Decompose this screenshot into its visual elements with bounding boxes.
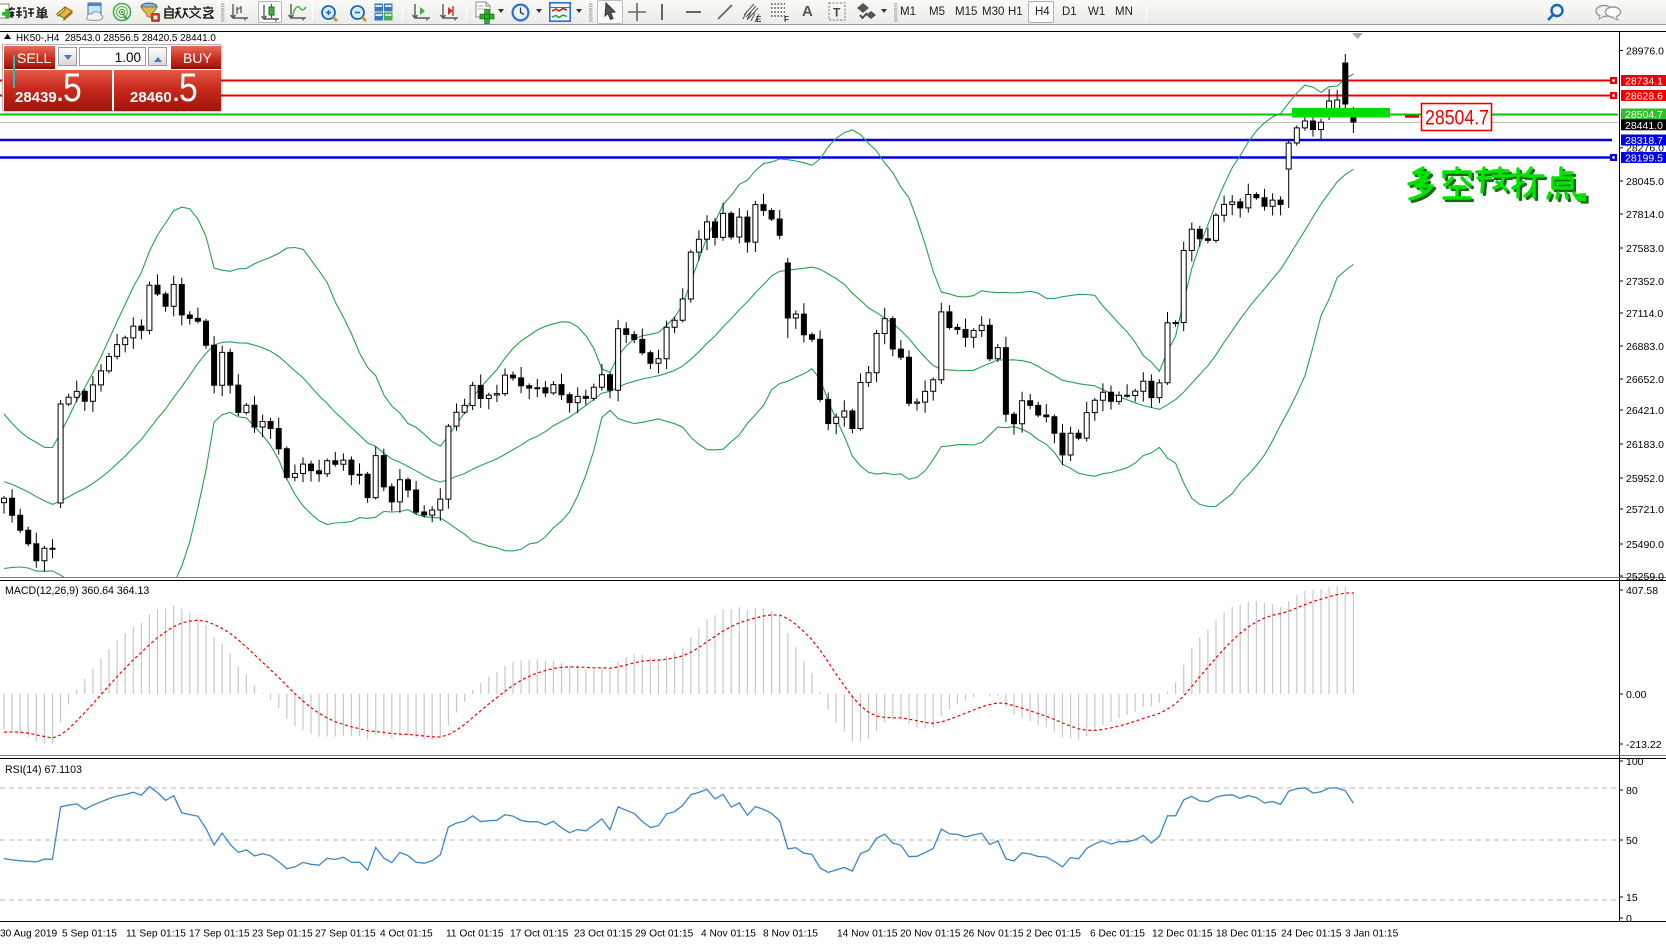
svg-text:28276.0: 28276.0 xyxy=(1626,143,1664,155)
svg-text:-213.22: -213.22 xyxy=(1626,739,1662,751)
svg-text:28441.0: 28441.0 xyxy=(1625,120,1663,132)
svg-text:407.58: 407.58 xyxy=(1626,585,1658,597)
svg-text:28504.7: 28504.7 xyxy=(1425,107,1489,130)
svg-text:24 Dec 01:15: 24 Dec 01:15 xyxy=(1281,929,1342,940)
svg-text:0: 0 xyxy=(1626,913,1632,925)
svg-text:30 Aug 2019: 30 Aug 2019 xyxy=(0,929,58,940)
svg-text:28318.7: 28318.7 xyxy=(1625,135,1663,147)
svg-text:11 Oct 01:15: 11 Oct 01:15 xyxy=(446,929,504,940)
svg-text:26183.0: 26183.0 xyxy=(1626,439,1664,451)
svg-text:27583.0: 27583.0 xyxy=(1626,243,1664,255)
svg-text:5 Sep 01:15: 5 Sep 01:15 xyxy=(62,929,117,940)
svg-text:12 Dec 01:15: 12 Dec 01:15 xyxy=(1152,929,1213,940)
svg-text:4 Nov 01:15: 4 Nov 01:15 xyxy=(701,929,756,940)
svg-text:29 Oct 01:15: 29 Oct 01:15 xyxy=(635,929,694,940)
svg-text:18 Dec 01:15: 18 Dec 01:15 xyxy=(1216,929,1277,940)
svg-text:3 Jan 01:15: 3 Jan 01:15 xyxy=(1345,929,1399,940)
svg-text:0.00: 0.00 xyxy=(1626,689,1647,701)
svg-text:28976.0: 28976.0 xyxy=(1626,45,1664,57)
svg-text:2 Dec 01:15: 2 Dec 01:15 xyxy=(1026,929,1081,940)
svg-text:17 Sep 01:15: 17 Sep 01:15 xyxy=(189,929,250,940)
svg-text:23 Oct 01:15: 23 Oct 01:15 xyxy=(574,929,633,940)
svg-text:8 Nov 01:15: 8 Nov 01:15 xyxy=(763,929,818,940)
svg-text:27814.0: 27814.0 xyxy=(1626,209,1664,221)
svg-text:25952.0: 25952.0 xyxy=(1626,473,1664,485)
svg-text:HK50-,H4 28543.0 28556.5 2842: HK50-,H4 28543.0 28556.5 28420.5 28441.0 xyxy=(16,33,216,44)
svg-text:50: 50 xyxy=(1626,835,1638,847)
svg-text:MACD(12,26,9) 360.64 364.13: MACD(12,26,9) 360.64 364.13 xyxy=(5,585,149,597)
svg-text:28734.1: 28734.1 xyxy=(1625,76,1663,88)
svg-text:26652.0: 26652.0 xyxy=(1626,374,1664,386)
svg-text:26 Nov 01:15: 26 Nov 01:15 xyxy=(963,929,1024,940)
svg-text:28045.0: 28045.0 xyxy=(1626,176,1664,188)
svg-text:11 Sep 01:15: 11 Sep 01:15 xyxy=(126,929,186,940)
svg-text:28504.7: 28504.7 xyxy=(1625,109,1663,121)
svg-text:20 Nov 01:15: 20 Nov 01:15 xyxy=(900,929,961,940)
svg-text:28628.6: 28628.6 xyxy=(1625,91,1663,103)
svg-text:T: T xyxy=(833,6,841,20)
svg-text:F: F xyxy=(784,15,789,23)
svg-text:E: E xyxy=(756,15,762,23)
svg-text:14 Nov 01:15: 14 Nov 01:15 xyxy=(837,929,898,940)
svg-text:25259.0: 25259.0 xyxy=(1626,571,1664,583)
svg-text:25490.0: 25490.0 xyxy=(1626,539,1664,551)
svg-text:80: 80 xyxy=(1626,785,1638,797)
svg-text:RSI(14) 67.1103: RSI(14) 67.1103 xyxy=(5,764,82,776)
svg-text:6 Dec 01:15: 6 Dec 01:15 xyxy=(1090,929,1145,940)
svg-text:4 Oct 01:15: 4 Oct 01:15 xyxy=(380,929,433,940)
svg-text:100: 100 xyxy=(1626,756,1644,768)
svg-text:23 Sep 01:15: 23 Sep 01:15 xyxy=(252,929,313,940)
svg-text:26883.0: 26883.0 xyxy=(1626,341,1664,353)
svg-text:25721.0: 25721.0 xyxy=(1626,504,1664,516)
svg-text:27352.0: 27352.0 xyxy=(1626,276,1664,288)
svg-text:15: 15 xyxy=(1626,892,1638,904)
svg-text:27114.0: 27114.0 xyxy=(1626,308,1663,320)
svg-text:28199.5: 28199.5 xyxy=(1625,153,1663,165)
svg-text:27 Sep 01:15: 27 Sep 01:15 xyxy=(315,929,376,940)
svg-text:17 Oct 01:15: 17 Oct 01:15 xyxy=(510,929,569,940)
svg-text:26421.0: 26421.0 xyxy=(1626,405,1664,417)
